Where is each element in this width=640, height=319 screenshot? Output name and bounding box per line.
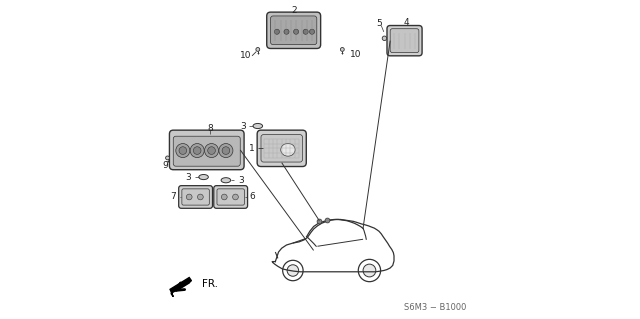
FancyBboxPatch shape [170, 130, 244, 170]
FancyBboxPatch shape [179, 186, 212, 208]
Polygon shape [170, 278, 191, 297]
Ellipse shape [221, 178, 230, 183]
Circle shape [284, 29, 289, 34]
Circle shape [256, 48, 260, 51]
Circle shape [358, 259, 381, 282]
Circle shape [208, 147, 216, 154]
Text: 1: 1 [249, 144, 255, 153]
Text: 9: 9 [162, 161, 168, 170]
Text: 3: 3 [240, 122, 246, 130]
Circle shape [186, 194, 192, 200]
Ellipse shape [253, 123, 262, 129]
Circle shape [179, 147, 187, 154]
FancyBboxPatch shape [217, 189, 244, 205]
FancyBboxPatch shape [271, 16, 317, 45]
Text: 6: 6 [250, 192, 255, 202]
Text: FR.: FR. [202, 279, 218, 289]
Text: 3: 3 [238, 176, 244, 185]
Circle shape [221, 194, 227, 200]
Circle shape [382, 36, 387, 41]
Circle shape [166, 156, 170, 160]
Circle shape [287, 265, 299, 276]
Text: 5: 5 [376, 19, 382, 28]
FancyBboxPatch shape [214, 186, 248, 208]
Circle shape [198, 194, 204, 200]
Circle shape [303, 29, 308, 34]
Text: 10: 10 [350, 50, 362, 59]
Ellipse shape [199, 174, 209, 180]
FancyBboxPatch shape [267, 12, 321, 48]
Text: S6M3 − B1000: S6M3 − B1000 [404, 303, 466, 312]
Circle shape [193, 147, 201, 154]
Circle shape [363, 264, 376, 277]
Circle shape [275, 29, 280, 34]
Text: 2: 2 [291, 6, 296, 15]
Circle shape [340, 48, 344, 51]
Text: 4: 4 [403, 19, 409, 27]
Circle shape [219, 144, 233, 158]
FancyBboxPatch shape [390, 29, 419, 53]
Circle shape [310, 29, 315, 34]
Circle shape [176, 144, 190, 158]
Circle shape [205, 144, 218, 158]
FancyBboxPatch shape [182, 189, 209, 205]
Circle shape [283, 260, 303, 281]
Circle shape [294, 29, 299, 34]
FancyBboxPatch shape [387, 26, 422, 56]
Text: 10: 10 [239, 51, 251, 60]
Text: 8: 8 [207, 124, 213, 133]
FancyBboxPatch shape [261, 135, 303, 162]
FancyBboxPatch shape [257, 130, 307, 167]
Text: 7: 7 [171, 192, 177, 202]
Ellipse shape [281, 143, 295, 156]
Circle shape [190, 144, 204, 158]
Circle shape [232, 194, 238, 200]
Text: 3: 3 [186, 173, 191, 182]
FancyBboxPatch shape [173, 136, 240, 166]
Circle shape [222, 147, 230, 154]
